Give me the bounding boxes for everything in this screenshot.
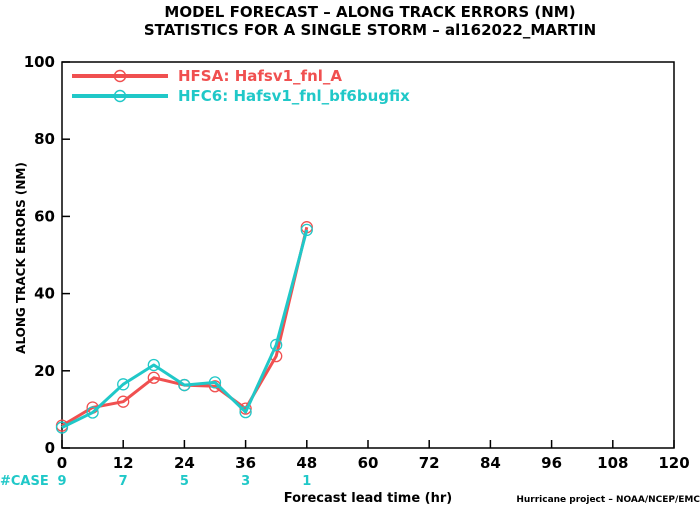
- series-1: [55, 221, 313, 432]
- x-tick-label: 0: [57, 454, 67, 472]
- case-count: 5: [180, 474, 189, 489]
- x-tick-label: 84: [480, 454, 501, 472]
- series-line: [61, 229, 309, 429]
- data-point: [117, 378, 130, 391]
- axis-ticks: 0 12 24 36 48 60 72 84 96 108 120 0 20 40 60 80 100: [24, 53, 690, 472]
- y-tick-label: 0: [45, 439, 55, 457]
- y-tick-label: 20: [34, 362, 55, 380]
- data-point: [147, 371, 160, 384]
- case-count: 9: [57, 474, 66, 489]
- chart-subtitle: STATISTICS FOR A SINGLE STORM – al162022…: [144, 21, 596, 39]
- data-point: [300, 223, 313, 237]
- plot-frame: [61, 61, 675, 449]
- case-counts: #CASE 9 7 5 3 1: [0, 474, 311, 489]
- x-tick-label: 12: [113, 454, 134, 472]
- x-tick-label: 48: [296, 454, 317, 472]
- series-layer: [55, 221, 313, 434]
- legend-marker: [113, 89, 127, 103]
- data-point: [208, 376, 222, 389]
- data-point: [147, 358, 160, 372]
- data-point: [239, 405, 252, 419]
- y-tick-label: 100: [24, 53, 55, 71]
- x-tick-label: 120: [658, 454, 689, 472]
- x-tick-label: 24: [174, 454, 195, 472]
- data-point: [270, 338, 283, 352]
- credit-text: Hurricane project – NOAA/NCEP/EMC: [516, 495, 700, 505]
- chart-title: MODEL FORECAST – ALONG TRACK ERRORS (NM): [164, 3, 575, 21]
- x-tick-label: 72: [419, 454, 440, 472]
- y-tick-label: 80: [34, 130, 55, 148]
- series-line: [61, 226, 309, 427]
- case-count: 1: [302, 474, 311, 489]
- series-2: [55, 223, 313, 434]
- legend-entry-2: HFC6: Hafsv1_fnl_bf6bugfix: [72, 87, 410, 105]
- y-tick-label: 60: [34, 207, 55, 225]
- data-point: [117, 395, 130, 408]
- case-label: #CASE: [0, 474, 49, 489]
- data-point: [86, 406, 99, 419]
- legend-marker: [113, 69, 127, 83]
- x-tick-label: 96: [541, 454, 562, 472]
- legend-label: HFSA: Hafsv1_fnl_A: [178, 67, 342, 85]
- legend: HFSA: Hafsv1_fnl_A HFC6: Hafsv1_fnl_bf6bu…: [72, 67, 410, 105]
- legend-label: HFC6: Hafsv1_fnl_bf6bugfix: [178, 87, 410, 105]
- y-tick-label: 40: [34, 285, 55, 303]
- y-axis-label: ALONG TRACK ERRORS (NM): [14, 162, 28, 354]
- x-tick-label: 108: [597, 454, 628, 472]
- x-axis-label: Forecast lead time (hr): [284, 491, 452, 506]
- x-tick-label: 36: [235, 454, 256, 472]
- case-count: 3: [241, 474, 250, 489]
- data-point: [178, 378, 191, 392]
- case-count: 7: [119, 474, 128, 489]
- legend-entry-1: HFSA: Hafsv1_fnl_A: [72, 67, 342, 85]
- data-point: [55, 421, 69, 434]
- x-tick-label: 60: [358, 454, 379, 472]
